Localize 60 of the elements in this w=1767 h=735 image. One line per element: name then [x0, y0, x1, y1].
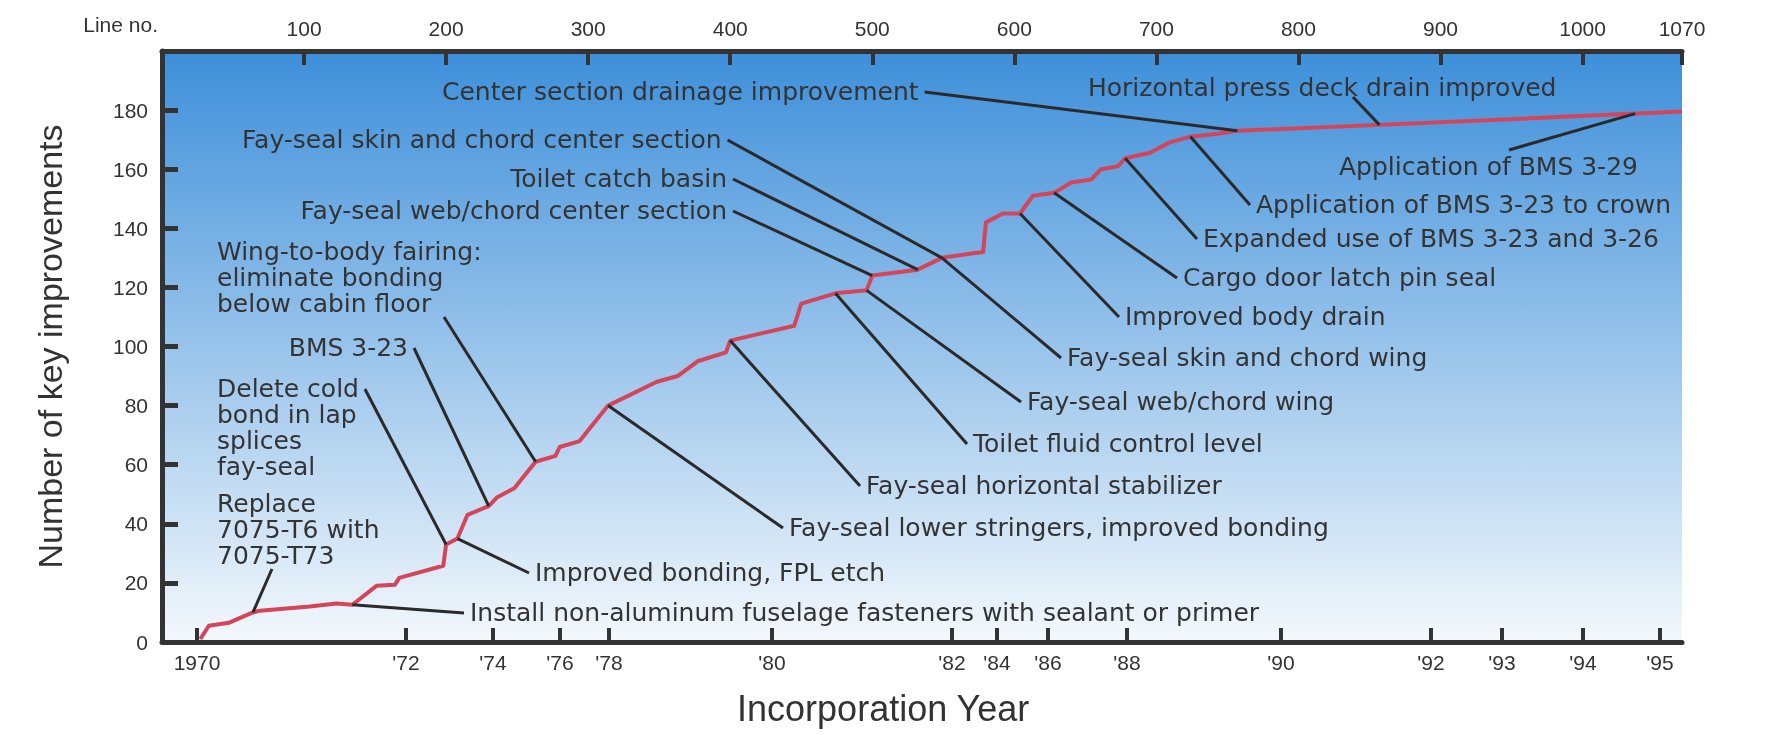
annotation: Cargo door latch pin seal: [1183, 262, 1497, 292]
text: '78: [595, 651, 623, 674]
x-tick-label: 300: [570, 17, 606, 40]
annotation: Expanded use of BMS 3-23 and 3-26: [1203, 223, 1659, 253]
text: '82: [938, 651, 966, 674]
x-tick-label: 500: [854, 17, 890, 40]
y-tick-label: 0: [136, 630, 148, 654]
text: '76: [546, 651, 574, 674]
text: '74: [479, 651, 507, 674]
annotation: Horizontal press deck drain improved: [1088, 72, 1557, 102]
annotation: Fay-seal horizontal stabilizer: [866, 470, 1223, 500]
annotation: Fay-seal skin and chord wing: [1067, 342, 1428, 372]
annotation: Fay-seal web/chord wing: [1027, 386, 1335, 416]
x-tick-label: 1070: [1658, 17, 1706, 40]
annotation: Application of BMS 3-29: [1339, 151, 1638, 181]
x-tick-label: 800: [1280, 17, 1316, 40]
y-tick-label: 160: [112, 157, 148, 181]
text: '94: [1569, 651, 1597, 674]
text: Incorporation Year: [737, 687, 1030, 729]
text: '88: [1113, 651, 1141, 674]
annotation: Delete cold bond in lap splices fay-seal: [217, 373, 359, 481]
text: '95: [1646, 651, 1674, 674]
x-tick-label: 1000: [1559, 17, 1606, 40]
y-tick-label: 100: [112, 335, 148, 358]
y-tick-label: 120: [112, 275, 148, 299]
x-tick-label: 600: [996, 17, 1032, 40]
annotation: Wing-to-body fairing: eliminate bonding below cabin floor: [217, 236, 482, 318]
annotation: Improved body drain: [1125, 301, 1386, 331]
annotation: Improved bonding, FPL etch: [535, 557, 886, 587]
text: 1970: [173, 651, 221, 674]
annotation: Fay-seal lower stringers, improved bonding: [789, 512, 1329, 542]
x-tick-label: 200: [428, 17, 464, 40]
text: '92: [1417, 651, 1445, 674]
x-tick-label: 700: [1138, 17, 1174, 40]
y-tick-label: 20: [124, 571, 148, 595]
x-tick-label: 100: [286, 17, 322, 40]
text: '90: [1267, 651, 1295, 674]
annotation: Install non-aluminum fuselage fasteners with sealant or primer: [470, 597, 1260, 627]
y-tick-label: 140: [112, 216, 148, 240]
y-tick-label: 80: [124, 394, 148, 418]
annotation: Application of BMS 3-23 to crown: [1256, 189, 1672, 219]
annotation: Fay-seal web/chord center section: [300, 195, 728, 225]
x-axis-title: Line no.: [83, 13, 158, 36]
x-tick-label: 400: [712, 17, 748, 40]
annotation: BMS 3-23: [288, 332, 409, 362]
text: '80: [758, 651, 786, 674]
annotation: Toilet catch basin: [509, 163, 727, 193]
annotation: Center section drainage improvement: [442, 76, 919, 106]
annotation: Replace 7075-T6 with 7075-T73: [217, 488, 380, 570]
y-tick-label: 180: [112, 98, 148, 122]
annotation: Toilet fluid control level: [972, 428, 1263, 458]
text: '86: [1034, 651, 1062, 674]
y-tick-label: 60: [124, 453, 148, 477]
annotation: Fay-seal skin and chord center section: [242, 124, 722, 154]
y-axis-title: Number of key improvements: [31, 124, 69, 569]
text: '84: [983, 651, 1011, 674]
text: '72: [392, 651, 420, 674]
x-tick-label: 900: [1422, 17, 1459, 40]
y-tick-label: 40: [124, 512, 148, 536]
text: '93: [1488, 651, 1516, 674]
